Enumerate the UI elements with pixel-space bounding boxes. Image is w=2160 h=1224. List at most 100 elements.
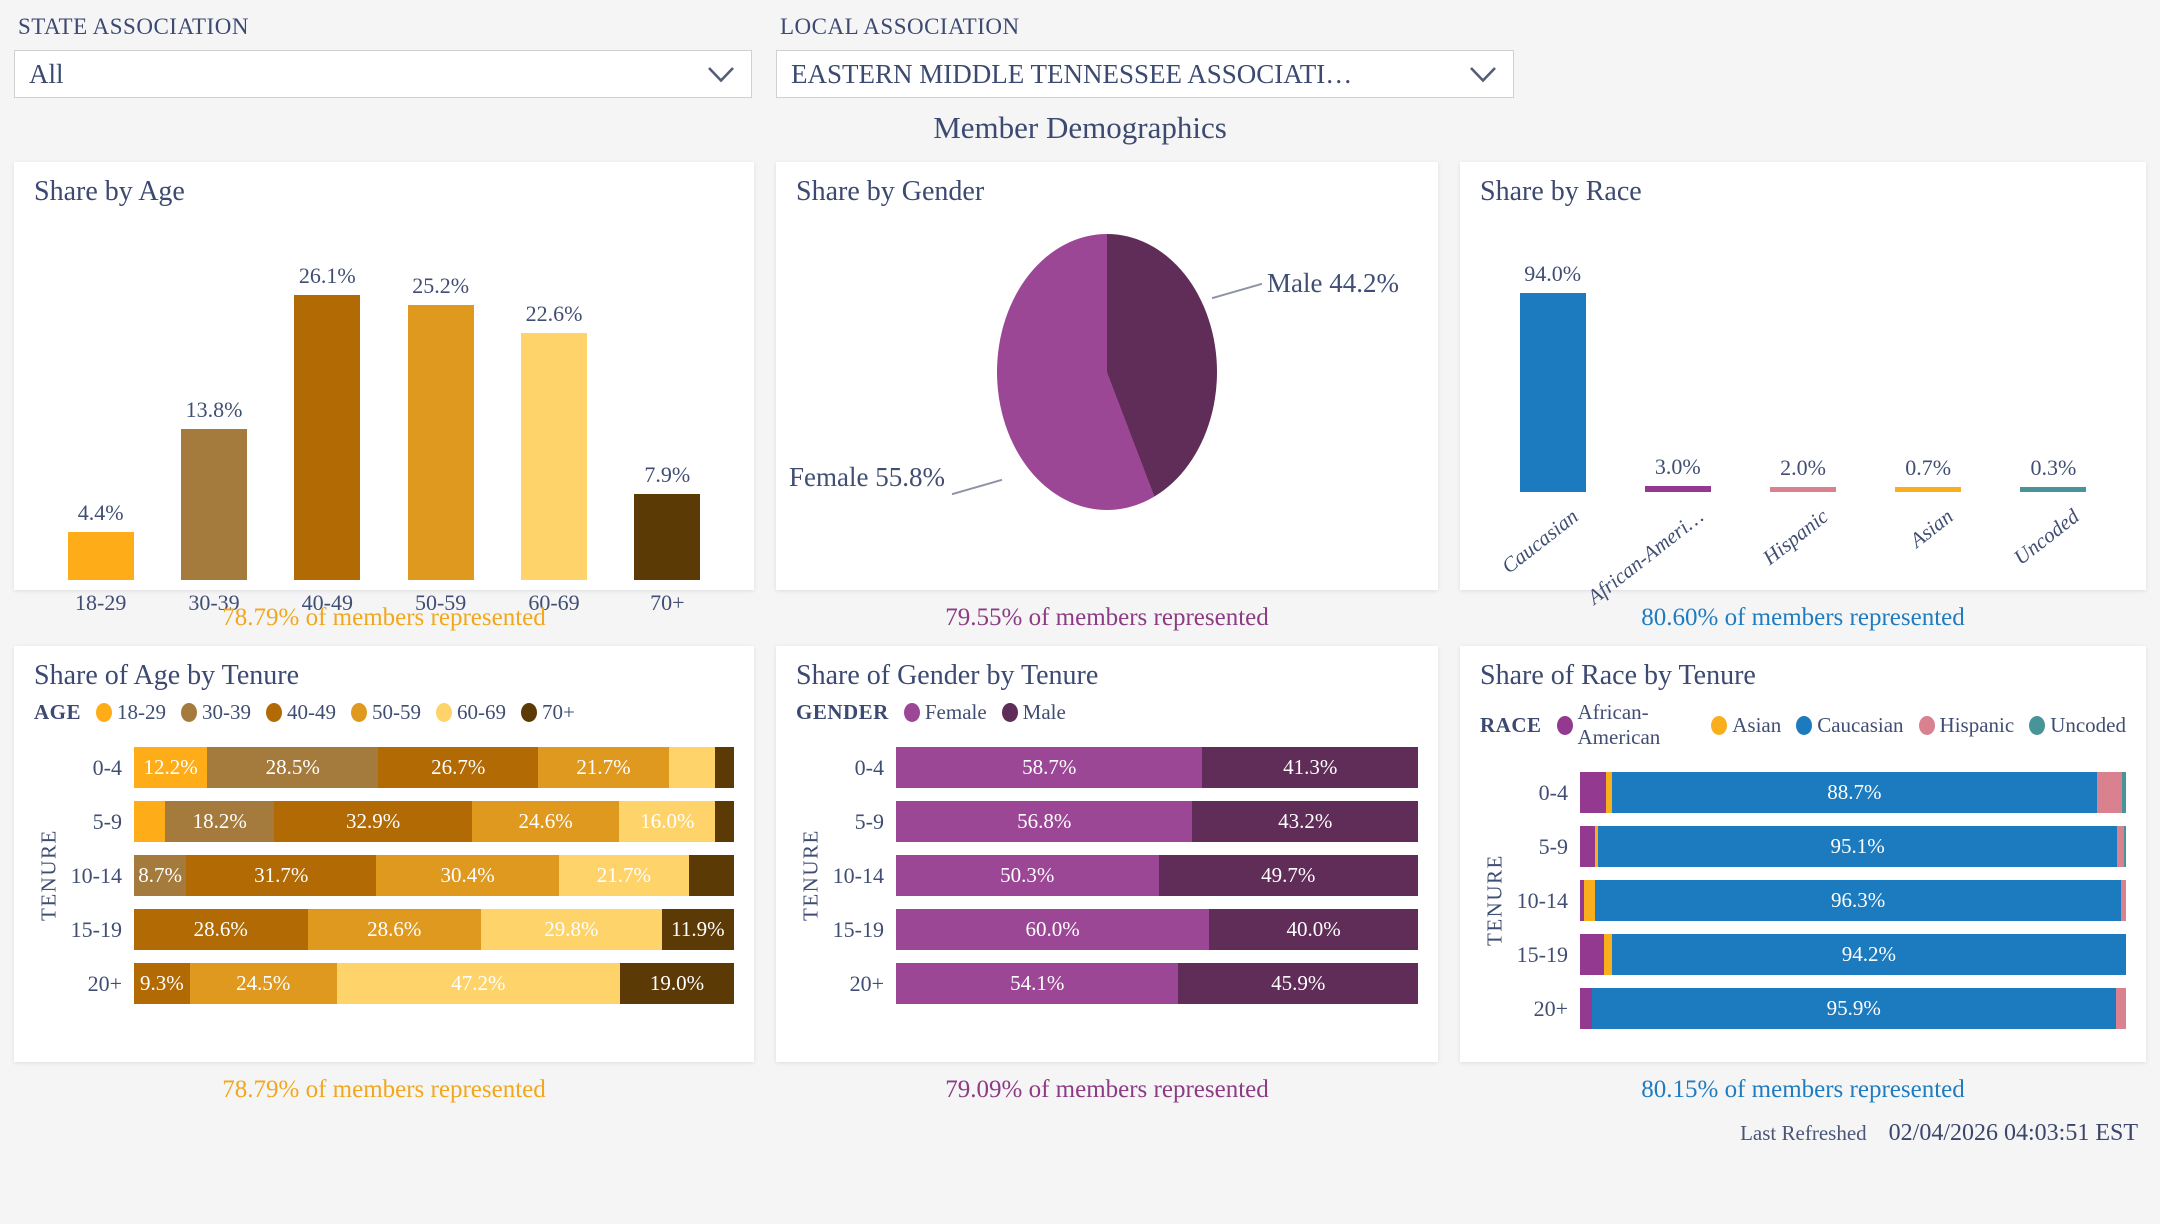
row-label: 0-4 <box>1538 779 1568 805</box>
bar-40-49[interactable] <box>294 295 361 580</box>
segment-caucasian[interactable]: 96.3% <box>1595 880 2122 921</box>
bar-Caucasian[interactable] <box>1519 292 1586 492</box>
segment-caucasian[interactable]: 95.9% <box>1592 988 2116 1029</box>
segment-40-49[interactable]: 26.7% <box>378 747 539 788</box>
legend-item-female[interactable]: Female <box>903 700 987 725</box>
segment-african-american[interactable] <box>1580 934 1605 975</box>
legend: RACE African-American Asian Caucasian Hispan… <box>1480 700 2126 750</box>
legend-item-male[interactable]: Male <box>1001 700 1066 725</box>
segment-female[interactable]: 56.8% <box>896 801 1193 842</box>
plot-area: TENURE 0-4 88.7% 5-9 95.1% 10-14 96.3% 15-19 94.… <box>1480 772 2126 1029</box>
legend-item-18-29[interactable]: 18-29 <box>96 700 166 725</box>
segment-african-american[interactable] <box>1580 988 1592 1029</box>
segment-female[interactable]: 60.0% <box>896 909 1210 950</box>
bar-70+[interactable] <box>634 493 701 580</box>
state-association-select[interactable]: All <box>14 50 752 98</box>
legend-item-uncoded[interactable]: Uncoded <box>2029 713 2126 738</box>
legend-item-hispanic[interactable]: Hispanic <box>1918 713 2014 738</box>
legend-dot <box>351 703 368 722</box>
segment-40-49[interactable]: 32.9% <box>274 801 472 842</box>
segment-female[interactable]: 58.7% <box>896 747 1203 788</box>
legend-item-50-59[interactable]: 50-59 <box>351 700 421 725</box>
segment-60-69[interactable]: 29.8% <box>481 909 662 950</box>
stacked-bar-5-9: 95.1% <box>1580 826 2126 867</box>
segment-hispanic[interactable] <box>2117 826 2124 867</box>
segment-40-49[interactable]: 31.7% <box>186 855 377 896</box>
bar-African-Ameri…[interactable] <box>1644 485 1711 492</box>
segment-uncoded[interactable] <box>2122 772 2126 813</box>
legend-item-70+[interactable]: 70+ <box>521 700 575 725</box>
legend-item-60-69[interactable]: 60-69 <box>436 700 506 725</box>
segment-asian[interactable] <box>1584 880 1596 921</box>
leader-line <box>1211 282 1263 300</box>
segment-50-59[interactable]: 28.6% <box>307 909 481 950</box>
segment-value-label: 24.6% <box>518 809 573 833</box>
segment-asian[interactable] <box>1604 934 1612 975</box>
segment-hispanic[interactable] <box>2121 880 2126 921</box>
segment-30-39[interactable]: 18.2% <box>165 801 275 842</box>
segment-60-69[interactable]: 47.2% <box>336 963 620 1004</box>
segment-hispanic[interactable] <box>2096 772 2123 813</box>
stacked-rows: 0-4 58.7% 41.3% 5-9 56.8% 43.2% 10-14 50.3% 49.7… <box>826 747 1418 1004</box>
legend-item-40-49[interactable]: 40-49 <box>266 700 336 725</box>
segment-male[interactable]: 45.9% <box>1178 963 1418 1004</box>
segment-african-american[interactable] <box>1580 826 1596 867</box>
segment-50-59[interactable]: 24.5% <box>189 963 337 1004</box>
segment-18-29[interactable]: 12.2% <box>134 747 208 788</box>
segment-caucasian[interactable]: 95.1% <box>1598 826 2118 867</box>
segment-70+[interactable] <box>715 801 734 842</box>
segment-asian[interactable] <box>1595 826 1598 867</box>
segment-african-american[interactable] <box>1580 880 1585 921</box>
segment-african-american[interactable] <box>1580 772 1607 813</box>
footer: Last Refreshed 02/04/2026 04:03:51 EST <box>14 1118 2146 1147</box>
bar-group: 94.0% <box>1490 244 1615 492</box>
segment-18-29[interactable] <box>134 801 166 842</box>
bar-Asian[interactable] <box>1895 487 1962 492</box>
bar-18-29[interactable] <box>67 532 134 580</box>
panel-race-by-tenure: Share of Race by Tenure RACE African-Amer… <box>1460 646 2146 1062</box>
segment-male[interactable]: 41.3% <box>1202 747 1418 788</box>
segment-40-49[interactable]: 9.3% <box>134 963 190 1004</box>
legend-item-african-american[interactable]: African-American <box>1556 700 1697 750</box>
table-row: 10-14 50.3% 49.7% <box>826 855 1418 896</box>
segment-male[interactable]: 43.2% <box>1192 801 1418 842</box>
bar-50-59[interactable] <box>407 305 474 580</box>
segment-70+[interactable] <box>714 747 734 788</box>
segment-60-69[interactable]: 16.0% <box>619 801 716 842</box>
bar-60-69[interactable] <box>520 333 587 580</box>
pie[interactable] <box>997 234 1217 510</box>
segment-asian[interactable] <box>1606 772 1613 813</box>
legend-item-label: Female <box>924 700 987 724</box>
segment-caucasian[interactable]: 88.7% <box>1612 772 2097 813</box>
segment-50-59[interactable]: 21.7% <box>538 747 669 788</box>
segment-hispanic[interactable] <box>2115 988 2126 1029</box>
segment-60-69[interactable] <box>668 747 715 788</box>
stacked-bar-5-9: 18.2% 32.9% 24.6% 16.0% <box>134 801 734 842</box>
segment-female[interactable]: 50.3% <box>896 855 1159 896</box>
segment-female[interactable]: 54.1% <box>896 963 1179 1004</box>
segment-70+[interactable] <box>688 855 734 896</box>
legend-item-asian[interactable]: Asian <box>1711 713 1781 738</box>
segment-30-39[interactable]: 28.5% <box>207 747 379 788</box>
segment-70+[interactable]: 19.0% <box>619 963 734 1004</box>
legend-item-caucasian[interactable]: Caucasian <box>1796 713 1904 738</box>
local-association-select[interactable]: EASTERN MIDDLE TENNESSEE ASSOCIATI… <box>776 50 1514 98</box>
segment-value-label: 31.7% <box>254 863 309 887</box>
segment-male[interactable]: 40.0% <box>1209 909 1418 950</box>
bar-Hispanic[interactable] <box>1770 487 1836 492</box>
segment-60-69[interactable]: 21.7% <box>558 855 689 896</box>
segment-70+[interactable]: 11.9% <box>661 909 734 950</box>
segment-male[interactable]: 49.7% <box>1158 855 1418 896</box>
segment-value-label: 50.3% <box>1000 863 1055 887</box>
segment-50-59[interactable]: 30.4% <box>376 855 559 896</box>
category-label-text: Asian <box>1905 504 1959 553</box>
bar-30-39[interactable] <box>180 429 247 580</box>
legend-item-30-39[interactable]: 30-39 <box>181 700 251 725</box>
segment-50-59[interactable]: 24.6% <box>471 801 620 842</box>
legend: AGE 18-29 30-39 40-49 50-59 60-69 70+ <box>34 700 734 725</box>
segment-30-39[interactable]: 8.7% <box>134 855 187 896</box>
segment-40-49[interactable]: 28.6% <box>134 909 308 950</box>
segment-caucasian[interactable]: 94.2% <box>1611 934 2126 975</box>
segment-uncoded[interactable] <box>2123 826 2126 867</box>
bar-Uncoded[interactable] <box>2020 487 2087 492</box>
